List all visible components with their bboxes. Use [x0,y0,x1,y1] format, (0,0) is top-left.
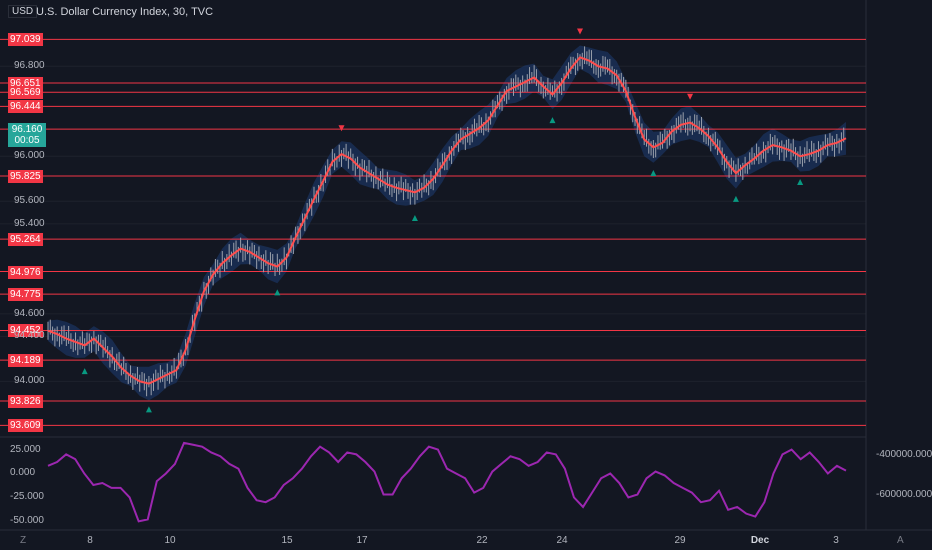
price-tick-label: 96.000 [14,150,45,162]
buy-marker [145,406,152,413]
time-tick-label: 17 [356,535,368,546]
volatility-band [48,45,846,401]
oscillator-tick-label: 0.000 [10,467,36,479]
buy-marker [650,170,657,177]
level-price-tag: 94.189 [8,354,43,368]
time-tick-label: 24 [556,535,568,546]
level-price-tag: 93.609 [8,419,43,433]
level-price-tag: 96.444 [8,100,43,114]
buy-marker [549,117,556,124]
time-tick-label: 22 [476,535,488,546]
price-tick-label: 95.400 [14,217,45,229]
current-price-value: 96.160 [11,124,43,135]
level-price-tag: 94.976 [8,265,43,279]
time-tick-label: 3 [833,535,839,546]
moving-average-line [47,56,847,385]
oscillator-panel [47,441,847,523]
bar-countdown: 00:05 [14,135,40,146]
time-tick-label: 29 [674,535,686,546]
time-tick-label: 8 [87,535,93,546]
oscillator-right-tick-label: -400000.000 [876,449,932,460]
support-resistance-levels [0,38,866,426]
level-price-tag: 96.569 [8,86,43,100]
buy-marker [732,195,739,202]
time-tick-label: Dec [750,535,770,546]
level-price-tag: 95.825 [8,169,43,183]
oscillator-tick-label: -50.000 [10,515,44,527]
buy-marker [797,179,804,186]
sell-marker [687,93,694,100]
signal-markers [81,28,804,413]
current-price-tag: 96.160 00:05 [8,123,46,147]
sell-marker [338,125,345,132]
level-price-tag: 94.452 [8,324,43,338]
buy-marker [81,368,88,375]
level-price-tag: 93.826 [8,394,43,408]
price-tick-label: 95.600 [14,195,45,207]
oscillator-right-tick-label: -600000.000 [876,489,932,500]
price-tick-label: 94.600 [14,307,45,319]
auto-scale-button[interactable]: A [897,535,904,546]
level-price-tag: 94.775 [8,288,43,302]
buy-marker [274,289,281,296]
oscillator-tick-label: 25.000 [10,443,41,455]
time-tick-label: 10 [164,535,176,546]
price-bars [47,46,845,397]
price-tick-label: 94.400 [14,330,45,342]
oscillator-tick-label: -25.000 [10,491,44,503]
currency-label[interactable]: USD [8,5,38,18]
oscillator-line [47,441,847,523]
buy-marker [411,215,418,222]
price-line [47,56,847,385]
time-tick-label: 15 [281,535,293,546]
chart-title: U.S. Dollar Currency Index, 30, TVC [36,6,214,18]
price-tick-label: 94.000 [14,375,45,387]
sell-marker [577,28,583,35]
level-price-tag: 97.039 [8,33,43,47]
zoom-button[interactable]: Z [20,535,27,546]
price-tick-label: 96.800 [14,60,45,72]
band-area [48,45,846,401]
level-price-tag: 95.264 [8,233,43,247]
